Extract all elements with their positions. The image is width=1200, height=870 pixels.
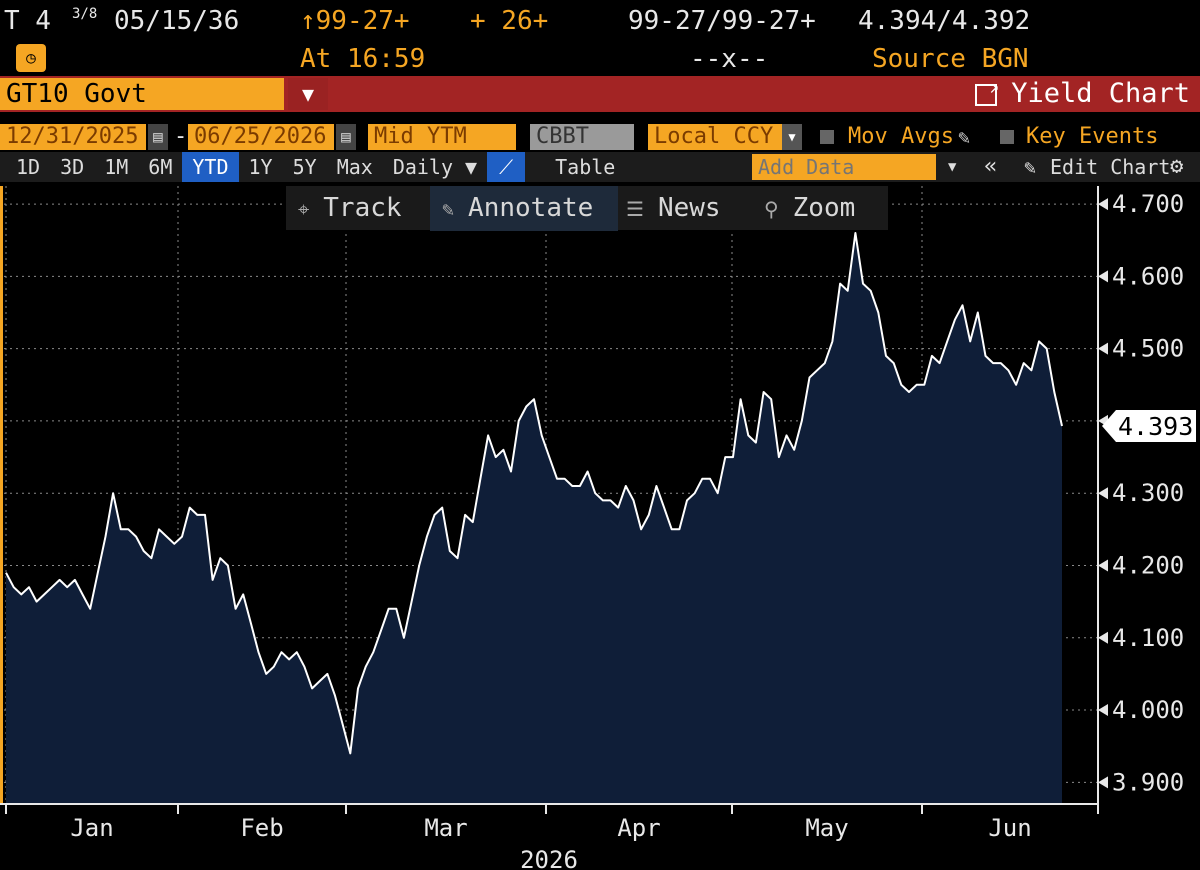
y-tick-mark — [1098, 559, 1108, 572]
crosshair-icon: ⌖ — [298, 197, 310, 221]
last-price: ↑99-27+ — [300, 6, 410, 36]
y-tick-label: 4.600 — [1112, 262, 1184, 290]
chart-tools: ⌖ Track ✎ Annotate ☰ News ⚲ Zoom — [286, 186, 888, 231]
y-tick-mark — [1098, 270, 1108, 283]
y-tick-mark — [1098, 704, 1108, 717]
coupon-fraction: 3/8 — [72, 6, 98, 22]
spread-indicator: --x-- — [690, 44, 769, 74]
yield-chart-label: Yield Chart — [1011, 78, 1190, 109]
period-1m-button[interactable]: 1M — [104, 155, 129, 179]
pencil-icon[interactable]: ✎ — [958, 125, 971, 149]
pricing-source: Source BGN — [872, 44, 1029, 74]
period-1d-button[interactable]: 1D — [16, 155, 41, 179]
pencil-icon[interactable]: ✎ — [1024, 155, 1037, 179]
currency-selector[interactable]: Local CCY — [648, 124, 782, 150]
chevron-down-icon[interactable]: ▼ — [782, 124, 802, 150]
chevron-down-icon[interactable]: ▼ — [948, 159, 957, 175]
period-3d-button[interactable]: 3D — [60, 155, 85, 179]
last-value-tag — [1102, 409, 1196, 442]
period-6m-button[interactable]: 6M — [148, 155, 173, 179]
month-label: May — [805, 814, 848, 842]
period-1y-button[interactable]: 1Y — [248, 155, 273, 179]
period-toolbar: 1D 3D 1M 6M YTD 1Y 5Y Max Daily ▼ ⟋ Tabl… — [0, 152, 1200, 182]
y-tick-mark — [1098, 776, 1108, 789]
ticker: T 4 — [4, 6, 51, 36]
table-button[interactable]: Table — [555, 155, 616, 179]
plot-left-edge — [0, 186, 3, 804]
key-events-checkbox[interactable] — [1000, 130, 1014, 144]
zoom-tool[interactable]: ⚲ Zoom — [764, 193, 856, 223]
y-tick-mark — [1098, 198, 1108, 211]
y-tick-label: 3.900 — [1112, 768, 1184, 796]
month-label: Apr — [617, 814, 660, 842]
annotate-tool[interactable]: ✎ Annotate — [430, 186, 618, 231]
pricing-source-selector[interactable]: CBBT — [530, 124, 634, 150]
quote-time: At 16:59 — [300, 44, 426, 74]
add-data-input[interactable] — [752, 154, 936, 180]
security-field[interactable]: GT10 Govt — [0, 78, 284, 110]
y-tick-label: 4.100 — [1112, 624, 1184, 652]
end-date-field[interactable]: 06/25/2026 — [188, 124, 334, 150]
field-selector[interactable]: Mid YTM — [368, 124, 516, 150]
y-tick-label: 4.700 — [1112, 190, 1184, 218]
news-tool[interactable]: ☰ News — [626, 193, 721, 223]
start-date-field[interactable]: 12/31/2025 — [0, 124, 146, 150]
month-label: Feb — [240, 814, 283, 842]
y-tick-label: 4.500 — [1112, 335, 1184, 363]
period-5y-button[interactable]: 5Y — [292, 155, 317, 179]
mov-avgs-label: Mov Avgs — [848, 124, 954, 149]
gear-icon[interactable]: ⚙ — [1170, 154, 1184, 179]
y-tick-label: 4.300 — [1112, 479, 1184, 507]
yield-area — [6, 233, 1062, 804]
period-ytd-button[interactable]: YTD — [182, 152, 239, 182]
net-change: + 26+ — [470, 6, 549, 36]
pencil-icon: ✎ — [442, 197, 455, 221]
y-tick-mark — [1098, 487, 1108, 500]
key-events-label: Key Events — [1026, 124, 1159, 149]
month-label: Mar — [424, 814, 467, 842]
frequency-dropdown[interactable]: Daily ▼ — [392, 155, 478, 179]
collapse-icon[interactable]: « — [984, 154, 998, 179]
y-tick-mark — [1098, 342, 1108, 355]
bid-ask-price: 99-27/99-27+ — [628, 6, 816, 36]
last-value-label: 4.393 — [1118, 412, 1193, 441]
mov-avgs-checkbox[interactable] — [820, 130, 834, 144]
edit-chart-button[interactable]: Edit Chart — [1050, 155, 1171, 179]
yield-chart-title[interactable]: ↗ Yield Chart — [975, 76, 1190, 112]
yield-line — [5, 232, 1063, 755]
external-link-icon: ↗ — [975, 79, 999, 106]
month-label: Jun — [988, 814, 1031, 842]
news-icon: ☰ — [626, 197, 644, 221]
track-tool[interactable]: ⌖ Track — [298, 193, 402, 223]
magnifier-icon: ⚲ — [764, 197, 779, 221]
calendar-icon[interactable]: ▤ — [336, 124, 356, 150]
calendar-icon[interactable]: ▤ — [148, 124, 168, 150]
x-axis-year-label: 2026 — [520, 846, 578, 870]
bloomberg-icon[interactable]: ◷ — [16, 44, 46, 72]
security-dropdown-button[interactable]: ▼ — [288, 78, 328, 110]
maturity-date: 05/15/36 — [114, 6, 240, 36]
bid-ask-yield: 4.394/4.392 — [858, 6, 1031, 36]
period-buttons: 1D 3D 1M 6M YTD 1Y 5Y Max Daily ▼ ⟋ Tabl… — [6, 152, 625, 182]
y-tick-label: 4.200 — [1112, 551, 1184, 579]
y-tick-label: 4.000 — [1112, 696, 1184, 724]
y-tick-mark — [1098, 631, 1108, 644]
period-max-button[interactable]: Max — [336, 155, 373, 179]
month-label: Jan — [70, 814, 113, 842]
line-chart-icon[interactable]: ⟋ — [487, 152, 526, 182]
date-range-dash: - — [174, 124, 188, 149]
